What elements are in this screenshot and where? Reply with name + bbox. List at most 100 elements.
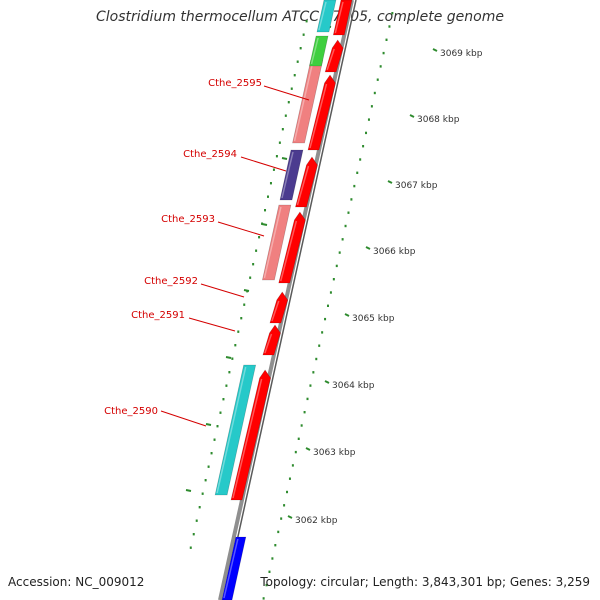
ruler-tick [309, 384, 312, 387]
gene-label-leader [263, 85, 310, 101]
ruler-tick [335, 264, 338, 268]
inner-tick [198, 506, 201, 509]
major-tick [432, 48, 438, 52]
ruler-tick [379, 65, 382, 68]
inner-tick [237, 330, 240, 333]
major-tick [287, 515, 293, 519]
map-title: Clostridium thermocellum ATCC 27405, com… [96, 9, 504, 25]
feature-category[interactable] [309, 35, 329, 67]
inner-tick [261, 222, 264, 225]
major-tick [387, 180, 393, 184]
feature-category-shade [318, 1, 327, 31]
inner-tick [195, 519, 198, 522]
inner-tick [201, 492, 204, 495]
ruler-tick [373, 91, 376, 95]
gene-label-leader [188, 317, 236, 332]
ruler-tick [391, 12, 394, 15]
inner-tick [207, 465, 210, 468]
inner-tick [243, 303, 246, 306]
feature-cthe-2595-forward[interactable] [307, 74, 336, 151]
feature-cthe-2590-forward[interactable] [230, 369, 271, 501]
inner-tick [210, 452, 213, 455]
ruler-tick [318, 344, 321, 347]
feature-cthe-2591-forward[interactable] [262, 324, 281, 356]
inner-tick [213, 438, 216, 441]
inner-tick [266, 195, 269, 198]
inner-tick [290, 87, 293, 90]
inner-tick [281, 128, 284, 131]
ruler-tick [277, 530, 280, 534]
feature-category[interactable] [316, 0, 337, 33]
feature-forward-shade [326, 48, 335, 71]
inner-tick [249, 276, 252, 279]
ruler-tick [359, 158, 362, 161]
inner-tick [299, 47, 302, 50]
ruler-tick [291, 464, 294, 467]
ruler-tick [362, 145, 365, 148]
ruler-tick [288, 477, 291, 480]
feature-cthe-2595-forward-shade [309, 83, 328, 149]
inner-tick [192, 533, 195, 536]
feature-cthe-2592-forward[interactable] [269, 291, 289, 324]
feature-cthe-2593-category-shade [263, 206, 282, 279]
feature-cthe-2594-forward[interactable] [295, 156, 318, 208]
gene-label-cthe-2592[interactable]: Cthe_2592 [144, 276, 198, 287]
ruler-tick [353, 184, 356, 188]
ruler-tick [300, 424, 303, 427]
ruler-tick [376, 78, 379, 81]
inner-tick [275, 155, 278, 158]
ruler-tick [329, 291, 332, 294]
genome-summary-text: Topology: circular; Length: 3,843,301 bp… [260, 575, 590, 589]
inner-tick [234, 344, 237, 347]
ruler-label: 3068 kbp [417, 115, 460, 125]
feature-cthe-2590-category[interactable] [214, 364, 257, 496]
feature-cthe-2593-forward[interactable] [278, 211, 306, 284]
gene-label-cthe-2591[interactable]: Cthe_2591 [131, 310, 185, 321]
ruler-tick [341, 238, 344, 241]
ruler-label: 3067 kbp [395, 181, 438, 191]
gene-label-cthe-2593[interactable]: Cthe_2593 [161, 214, 215, 225]
feature-forward[interactable] [324, 39, 344, 73]
inner-tick [216, 425, 219, 428]
ruler-tick [283, 504, 286, 507]
inner-major-tick [225, 356, 232, 359]
ruler-tick [356, 171, 359, 174]
feature-cthe-2591-forward-shade [264, 333, 273, 354]
inner-tick [278, 141, 281, 144]
inner-tick [296, 60, 299, 63]
ruler-tick [303, 411, 306, 414]
backbone-edge [223, 0, 357, 600]
inner-tick [231, 357, 234, 360]
ruler-tick [347, 211, 350, 214]
ruler-tick [350, 198, 353, 201]
feature-reverse-shade [223, 538, 239, 599]
gene-label-leader [160, 410, 207, 427]
feature-cthe-2594-category-shade [281, 151, 294, 199]
gene-label-cthe-2590[interactable]: Cthe_2590 [104, 406, 158, 417]
gene-label-cthe-2595[interactable]: Cthe_2595 [208, 78, 262, 89]
major-tick [305, 447, 311, 451]
feature-reverse[interactable] [221, 536, 247, 600]
feature-cthe-2593-category[interactable] [262, 204, 292, 281]
feature-forward[interactable] [332, 0, 353, 36]
inner-major-tick [205, 423, 212, 426]
ruler-label: 3066 kbp [373, 247, 416, 257]
major-tick [365, 246, 371, 250]
ruler-tick [286, 490, 289, 494]
ruler-tick [382, 51, 385, 55]
inner-tick [222, 398, 225, 401]
inner-tick [287, 101, 290, 104]
gene-label-cthe-2594[interactable]: Cthe_2594 [183, 149, 237, 160]
inner-tick [225, 384, 228, 387]
ruler-tick [324, 317, 327, 321]
ruler-tick [268, 570, 271, 573]
inner-tick [293, 74, 296, 77]
inner-major-tick [261, 223, 268, 226]
feature-cthe-2592-forward-shade [271, 300, 280, 322]
feature-cthe-2594-category[interactable] [279, 149, 304, 201]
ruler-tick [367, 118, 370, 121]
ruler-tick [365, 131, 368, 135]
inner-tick [272, 168, 275, 171]
accession-text: Accession: NC_009012 [8, 575, 145, 589]
ruler-tick [315, 357, 318, 361]
